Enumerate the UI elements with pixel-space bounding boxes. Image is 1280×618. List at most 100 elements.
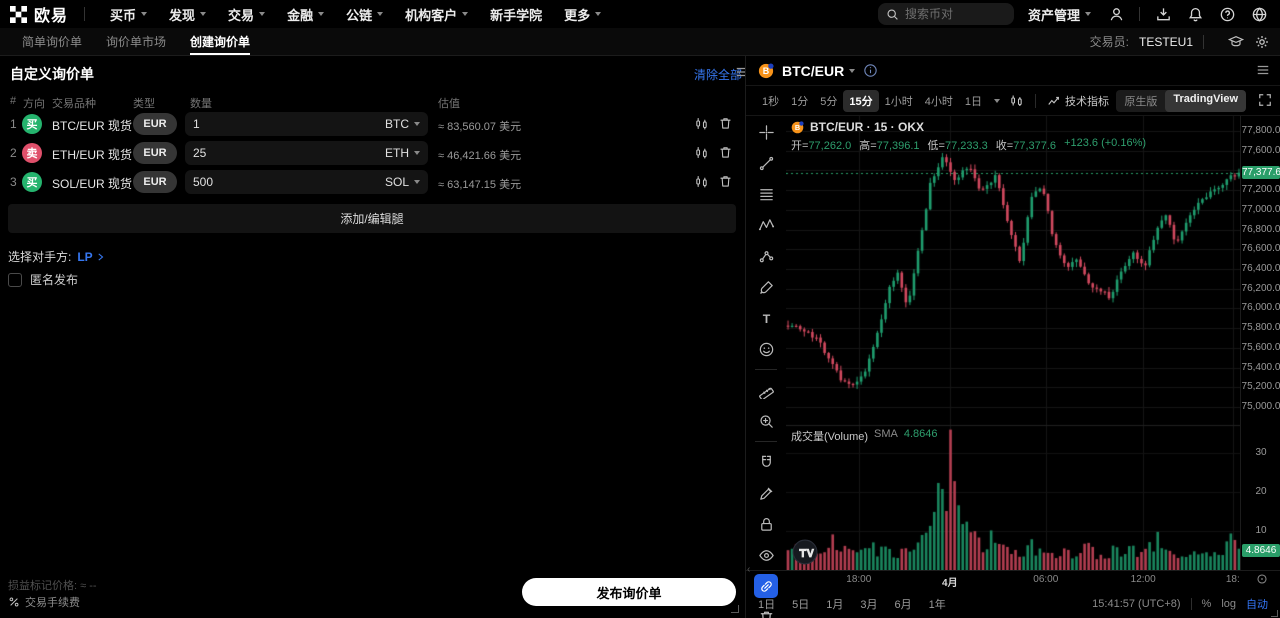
toolbar-collapse-arrow[interactable]: ‹ — [747, 564, 751, 575]
chart-icon[interactable] — [694, 145, 709, 160]
okx-logo-icon — [10, 5, 27, 23]
nav-item-8[interactable]: 更多 — [553, 5, 612, 24]
chart-menu-icon[interactable] — [1256, 63, 1270, 77]
interval-1小时[interactable]: 1小时 — [884, 95, 913, 108]
nav-item-1[interactable]: 买币 — [99, 5, 158, 24]
lock-icon[interactable] — [754, 512, 778, 536]
currency-selector[interactable]: SOL — [384, 175, 409, 189]
prediction-icon[interactable] — [754, 244, 778, 268]
magnet-icon[interactable] — [754, 450, 778, 474]
interval-4小时[interactable]: 4小时 — [924, 95, 953, 108]
tab-1[interactable]: 简单询价单 — [22, 35, 83, 49]
gear-icon[interactable] — [1254, 34, 1270, 50]
link-icon[interactable] — [754, 574, 778, 598]
assets-menu[interactable]: 资产管理 — [1028, 5, 1091, 24]
zoom-in-icon[interactable] — [754, 409, 778, 433]
type-pill[interactable]: EUR — [133, 142, 177, 164]
target-icon[interactable] — [1255, 572, 1269, 586]
nav-item-4[interactable]: 金融 — [276, 5, 335, 24]
nav-item-5[interactable]: 公链 — [335, 5, 394, 24]
delete-leg-icon[interactable] — [718, 145, 733, 160]
nav-item-6[interactable]: 机构客户 — [394, 5, 479, 24]
brush-icon[interactable] — [754, 275, 778, 299]
toolbar-divider — [755, 369, 777, 370]
trend-line-icon[interactable] — [754, 151, 778, 175]
amount-input[interactable]: 1 BTC — [185, 112, 428, 136]
amount-input[interactable]: 500 SOL — [185, 170, 428, 194]
nav-item-label: 金融 — [287, 7, 314, 23]
ohlc-item: 开=77,262.0 — [791, 140, 852, 152]
help-icon[interactable] — [1216, 3, 1238, 25]
emoji-icon[interactable] — [754, 337, 778, 361]
text-icon[interactable]: T — [754, 306, 778, 330]
ruler-icon[interactable] — [754, 378, 778, 402]
indicators-button[interactable]: 技术指标 — [1044, 93, 1112, 109]
resize-handle[interactable] — [731, 605, 739, 613]
fib-retracement-icon[interactable] — [754, 182, 778, 206]
search-input[interactable] — [904, 7, 1005, 21]
info-icon[interactable] — [863, 63, 878, 78]
delete-leg-icon[interactable] — [718, 174, 733, 189]
range-5日[interactable]: 5日 — [792, 599, 810, 611]
type-pill[interactable]: EUR — [133, 171, 177, 193]
chart-resize-handle[interactable] — [1271, 610, 1278, 617]
okx-logo[interactable]: 欧易 — [10, 2, 68, 26]
range-6月[interactable]: 6月 — [894, 599, 912, 611]
time-axis[interactable]: 18:00 4月 06:00 12:00 18: — [746, 570, 1280, 590]
type-pill[interactable]: EUR — [133, 113, 177, 135]
nav-item-2[interactable]: 发现 — [158, 5, 217, 24]
range-3月[interactable]: 3月 — [860, 599, 878, 611]
pair-selector[interactable]: BTC/EUR 现货 — [52, 119, 133, 133]
price-axis[interactable]: 77,800.0 77,600.0 77,200.0 77,000.0 76,800.0… — [1240, 116, 1280, 570]
interval-15分[interactable]: 15分 — [843, 89, 879, 112]
range-1日[interactable]: 1日 — [758, 599, 776, 611]
chart-type-icon[interactable] — [1006, 93, 1027, 108]
eye-icon[interactable] — [754, 543, 778, 567]
range-1月[interactable]: 1月 — [826, 599, 844, 611]
range-1年[interactable]: 1年 — [928, 599, 946, 611]
tab-2[interactable]: 询价单市场 — [106, 35, 167, 49]
interval-more-chevron[interactable] — [994, 98, 1000, 103]
draw-lock-icon[interactable] — [754, 481, 778, 505]
counterparty-link[interactable]: LP — [77, 250, 104, 264]
percent-scale-button[interactable]: % — [1201, 598, 1212, 610]
clear-all-link[interactable]: 清除全部 — [694, 68, 743, 82]
expand-icon[interactable] — [1258, 93, 1272, 107]
pair-selector[interactable]: ETH/EUR 现货 — [52, 148, 133, 162]
auto-scale-button[interactable]: 自动 — [1246, 599, 1268, 611]
nav-item-7[interactable]: 新手学院 — [479, 5, 553, 24]
currency-selector[interactable]: BTC — [385, 117, 409, 131]
interval-5分[interactable]: 5分 — [820, 95, 838, 108]
price-chart[interactable] — [786, 116, 1241, 570]
add-edit-legs-button[interactable]: 添加/编辑腿 — [8, 204, 736, 233]
symbol-selector[interactable]: BTC/EUR — [782, 63, 856, 79]
interval-1分[interactable]: 1分 — [791, 95, 809, 108]
bell-icon[interactable] — [1184, 3, 1206, 25]
anonymous-checkbox[interactable] — [8, 272, 22, 287]
log-scale-button[interactable]: log — [1221, 598, 1236, 610]
trader-cap-icon[interactable] — [1228, 34, 1244, 50]
search-box[interactable] — [877, 3, 1014, 25]
download-icon[interactable] — [1152, 3, 1174, 25]
tradingview-tab[interactable]: TradingView — [1165, 90, 1246, 112]
tab-3[interactable]: 创建询价单 — [178, 28, 262, 55]
currency-selector[interactable]: ETH — [385, 146, 409, 160]
submit-rfq-button[interactable]: 发布询价单 — [522, 578, 736, 606]
tradingview-logo[interactable] — [792, 539, 818, 565]
xabcd-pattern-icon[interactable] — [754, 213, 778, 237]
chevron-down-icon — [318, 12, 325, 16]
chart-icon[interactable] — [694, 116, 709, 131]
anonymous-checkbox-row[interactable]: 匿名发布 — [8, 271, 78, 288]
chart-icon[interactable] — [694, 174, 709, 189]
fee-row[interactable]: 交易手续费 — [8, 594, 80, 610]
globe-icon[interactable] — [1248, 3, 1270, 25]
interval-1秒[interactable]: 1秒 — [762, 95, 780, 108]
pair-selector[interactable]: SOL/EUR 现货 — [52, 177, 133, 191]
amount-input[interactable]: 25 ETH — [185, 141, 428, 165]
user-icon[interactable] — [1105, 3, 1127, 25]
delete-leg-icon[interactable] — [718, 116, 733, 131]
native-version-tab[interactable]: 原生版 — [1124, 96, 1158, 108]
crosshair-icon[interactable] — [754, 120, 778, 144]
nav-item-3[interactable]: 交易 — [217, 5, 276, 24]
interval-1日[interactable]: 1日 — [964, 95, 982, 108]
